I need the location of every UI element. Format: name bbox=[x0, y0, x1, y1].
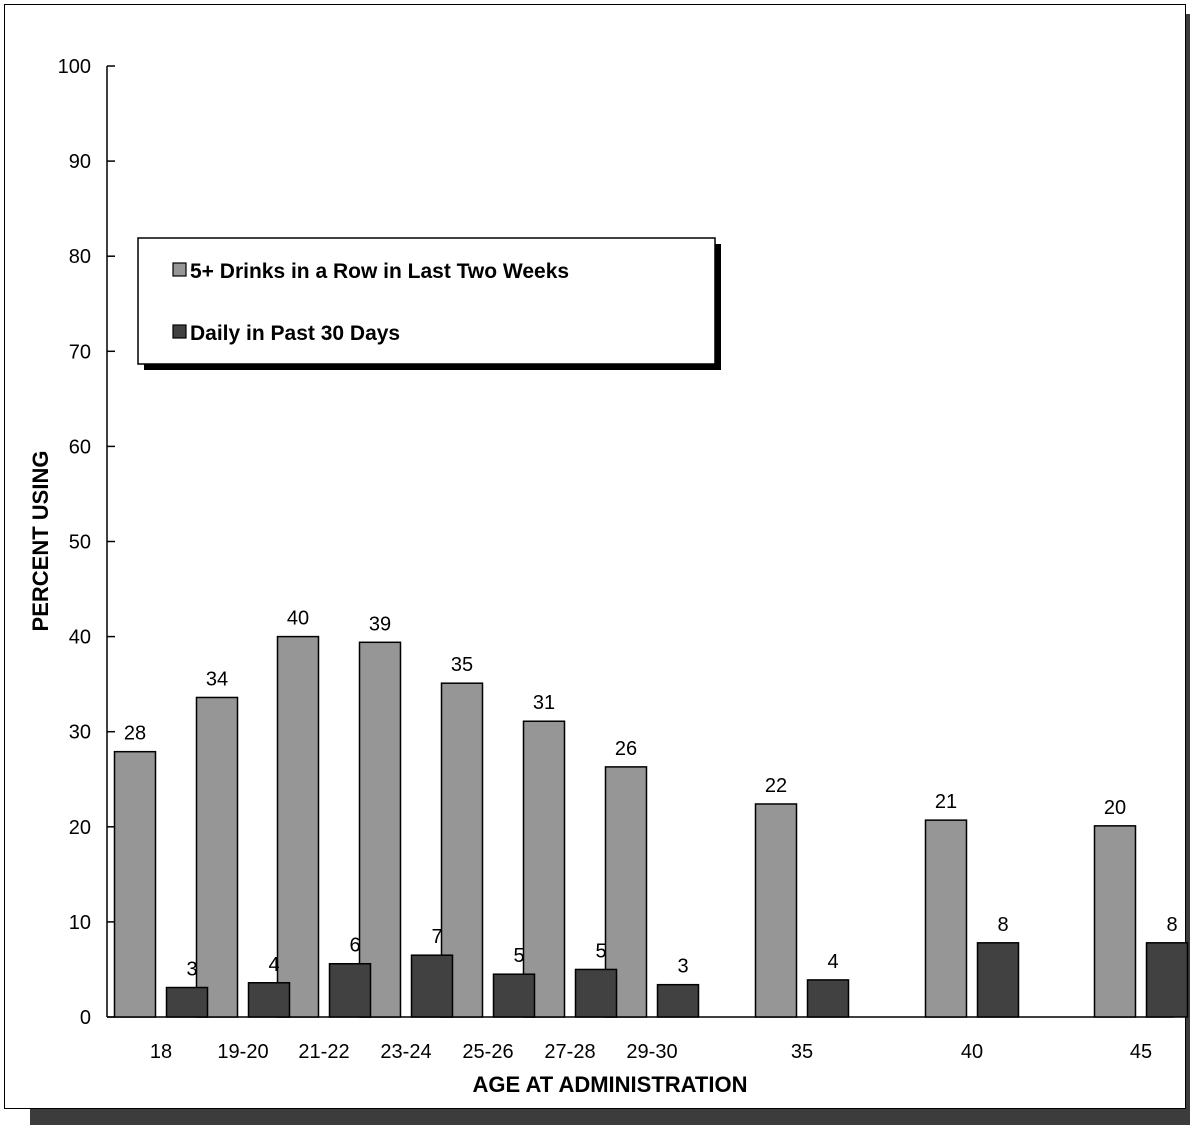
data-label-binge: 28 bbox=[124, 723, 146, 745]
y-tick-label: 10 bbox=[69, 912, 91, 934]
bar-binge bbox=[358, 641, 402, 1018]
legend-box bbox=[137, 237, 716, 365]
y-tick-label: 30 bbox=[69, 722, 91, 744]
legend-swatch-binge bbox=[172, 262, 187, 277]
x-tick-label: 40 bbox=[961, 1041, 983, 1063]
bar-daily bbox=[1145, 942, 1189, 1018]
x-tick-label: 19-20 bbox=[217, 1041, 268, 1063]
y-tick-label: 20 bbox=[69, 817, 91, 839]
y-tick-label: 80 bbox=[69, 246, 91, 268]
data-label-binge: 35 bbox=[451, 654, 473, 676]
x-tick-label: 21-22 bbox=[298, 1041, 349, 1063]
x-tick-label: 18 bbox=[150, 1041, 172, 1063]
bar-binge bbox=[522, 720, 566, 1018]
data-label-daily: 8 bbox=[1166, 914, 1177, 936]
data-label-daily: 6 bbox=[349, 935, 360, 957]
legend-label-binge: 5+ Drinks in a Row in Last Two Weeks bbox=[190, 260, 569, 283]
bar-binge bbox=[195, 696, 239, 1018]
legend: 5+ Drinks in a Row in Last Two Weeks Dai… bbox=[137, 237, 721, 370]
x-tick-label: 25-26 bbox=[462, 1041, 513, 1063]
bar-binge bbox=[924, 819, 968, 1018]
data-label-daily: 4 bbox=[827, 951, 838, 973]
bar-daily bbox=[165, 986, 209, 1018]
data-label-binge: 31 bbox=[533, 692, 555, 714]
data-label-daily: 4 bbox=[268, 954, 279, 976]
data-label-daily: 3 bbox=[677, 956, 688, 978]
x-tick-label: 45 bbox=[1130, 1041, 1152, 1063]
bar-daily bbox=[247, 982, 291, 1018]
y-axis-title: PERCENT USING bbox=[28, 451, 53, 632]
data-label-daily: 5 bbox=[513, 945, 524, 967]
x-tick-label: 27-28 bbox=[544, 1041, 595, 1063]
bar-daily bbox=[806, 979, 850, 1018]
y-tick-label: 50 bbox=[69, 532, 91, 554]
data-label-binge: 20 bbox=[1104, 797, 1126, 819]
bar-daily bbox=[976, 942, 1020, 1018]
x-tick-label: 29-30 bbox=[626, 1041, 677, 1063]
x-tick-label: 35 bbox=[791, 1041, 813, 1063]
y-tick-label: 40 bbox=[69, 627, 91, 649]
y-tick-label: 0 bbox=[80, 1007, 91, 1029]
bar-daily bbox=[328, 962, 372, 1018]
y-tick-label: 70 bbox=[69, 341, 91, 363]
bar-daily bbox=[656, 983, 700, 1018]
bar-daily bbox=[410, 954, 454, 1018]
x-tick-labels: 18 19-20 21-22 23-24 25-26 27-28 29-30 35 40 45 bbox=[150, 1041, 1152, 1063]
data-label-binge: 26 bbox=[615, 738, 637, 760]
x-axis-title: AGE AT ADMINISTRATION bbox=[473, 1072, 748, 1097]
legend-swatch-daily bbox=[172, 324, 187, 339]
legend-label-daily: Daily in Past 30 Days bbox=[190, 322, 400, 345]
y-tick-label: 90 bbox=[69, 151, 91, 173]
bar-binge bbox=[276, 635, 320, 1018]
data-label-daily: 5 bbox=[595, 940, 606, 962]
bar-daily bbox=[492, 973, 536, 1018]
y-tick-label: 100 bbox=[58, 56, 91, 78]
bar-daily bbox=[574, 968, 618, 1018]
data-label-binge: 34 bbox=[206, 668, 228, 690]
data-label-daily: 7 bbox=[431, 926, 442, 948]
bar-binge bbox=[1093, 825, 1137, 1018]
y-tick-label: 60 bbox=[69, 436, 91, 458]
data-label-daily: 8 bbox=[997, 914, 1008, 936]
data-label-binge: 22 bbox=[765, 775, 787, 797]
x-tick-label: 23-24 bbox=[380, 1041, 431, 1063]
data-label-binge: 21 bbox=[935, 791, 957, 813]
data-label-daily: 3 bbox=[186, 959, 197, 981]
data-label-binge: 40 bbox=[287, 608, 309, 630]
data-label-binge: 39 bbox=[369, 613, 391, 635]
bar-binge bbox=[754, 803, 798, 1018]
bar-binge bbox=[113, 750, 157, 1018]
bars bbox=[113, 635, 1189, 1018]
